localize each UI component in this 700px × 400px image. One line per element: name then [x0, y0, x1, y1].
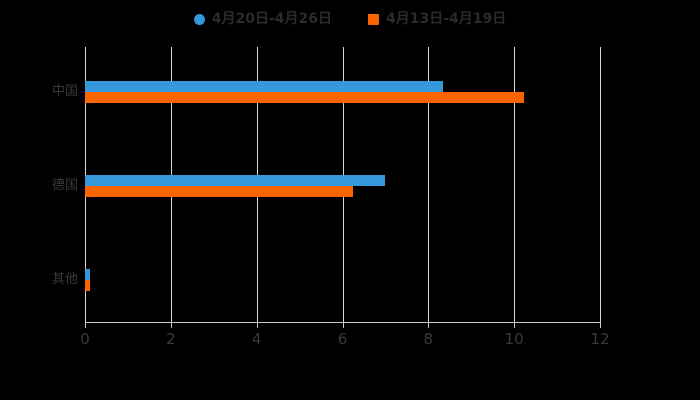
y-axis-label-0: 中国: [51, 84, 78, 99]
y-axis-label-2: 其他: [51, 272, 78, 287]
gridline-8: [428, 47, 430, 322]
plot-area: [85, 47, 601, 322]
bar-series-2-2[interactable]: [85, 280, 91, 291]
x-tick-mark-0: [85, 322, 86, 328]
x-axis-label-6: 6: [337, 330, 348, 348]
x-tick-mark-12: [600, 322, 601, 328]
legend-square-marker-icon: [368, 13, 379, 25]
bar-series-1-1[interactable]: [85, 175, 386, 186]
bar-series-2-1[interactable]: [85, 186, 354, 197]
bar-series-2-0[interactable]: [85, 92, 525, 103]
x-tick-mark-10: [514, 322, 516, 328]
x-axis-label-10: 10: [504, 330, 524, 348]
gridline-12: [600, 47, 601, 322]
x-tick-mark-6: [342, 322, 344, 328]
legend-label-series-2: 4月13日-4月19日: [386, 11, 507, 27]
x-axis-label-4: 4: [251, 330, 262, 348]
legend-circle-marker-icon: [193, 13, 205, 25]
x-tick-mark-4: [256, 322, 258, 328]
x-axis-label-8: 8: [423, 330, 434, 348]
legend-item-series-2[interactable]: 4月13日-4月19日: [368, 12, 506, 26]
x-tick-mark-8: [428, 322, 430, 328]
chart-legend: 4月20日-4月26日 4月13日-4月19日: [0, 6, 700, 32]
gridline-10: [514, 47, 516, 322]
legend-label-series-1: 4月20日-4月26日: [211, 11, 332, 27]
x-axis-label-0: 0: [80, 330, 90, 348]
x-axis-label-12: 12: [590, 330, 610, 348]
legend-item-series-1[interactable]: 4月20日-4月26日: [193, 11, 332, 27]
x-tick-mark-2: [170, 322, 172, 328]
y-axis-label-1: 德国: [51, 178, 78, 193]
bar-series-1-0[interactable]: [85, 81, 444, 92]
bar-series-1-2[interactable]: [85, 269, 91, 280]
x-axis-label-2: 2: [166, 330, 176, 348]
